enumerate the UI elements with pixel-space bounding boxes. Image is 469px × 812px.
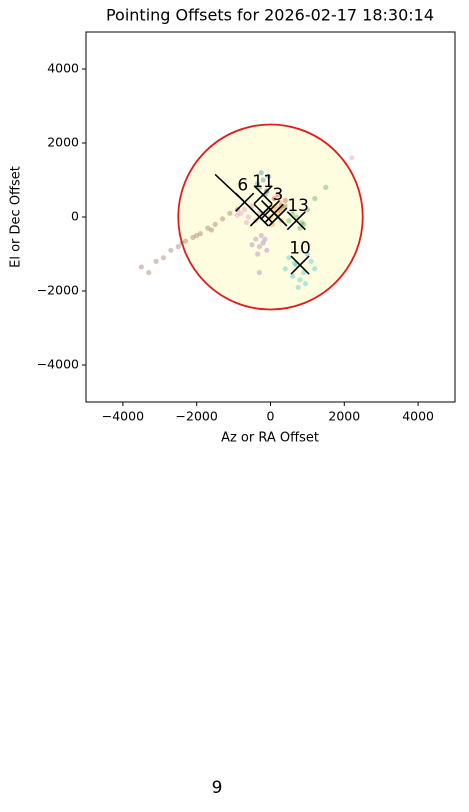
x-tick-label: −2000: [176, 409, 218, 424]
point: [256, 269, 263, 276]
point: [205, 225, 211, 231]
point: [179, 240, 185, 246]
x-tick-label: 4000: [402, 409, 434, 424]
cluster-label: 10: [289, 238, 311, 258]
point: [260, 240, 266, 246]
point: [175, 244, 181, 250]
y-tick-label: 4000: [47, 61, 79, 76]
point: [271, 195, 277, 202]
point: [254, 181, 261, 187]
point: [282, 197, 288, 203]
chart-title: Pointing Offsets for 2026-02-17 18:30:14: [106, 6, 434, 25]
point: [282, 203, 288, 209]
point: [349, 155, 355, 161]
point: [295, 284, 301, 290]
point: [323, 184, 329, 190]
point: [304, 251, 310, 257]
y-tick-label: 2000: [47, 135, 79, 150]
point: [138, 264, 144, 270]
point: [297, 277, 303, 283]
x-axis-label: Az or RA Offset: [221, 431, 319, 446]
point: [245, 214, 251, 220]
point: [290, 273, 296, 279]
point: [190, 234, 196, 240]
y-axis-label: El or Dec Offset: [9, 166, 24, 268]
point: [249, 242, 255, 248]
point: [302, 281, 309, 287]
point: [312, 266, 318, 272]
x-tick-label: −4000: [102, 409, 144, 424]
point: [160, 255, 167, 261]
point: [208, 227, 215, 233]
page-label: 9: [212, 778, 223, 798]
point: [253, 236, 259, 242]
point: [243, 219, 250, 226]
point: [266, 173, 272, 179]
point: [219, 216, 226, 222]
point: [308, 258, 314, 264]
point: [234, 212, 240, 218]
point: [304, 207, 310, 213]
cluster-label: 13: [287, 196, 309, 216]
cluster-label: 11: [252, 172, 274, 192]
point: [153, 258, 159, 264]
cluster-label: 3: [272, 185, 283, 205]
point: [275, 192, 281, 198]
point: [194, 232, 200, 239]
cluster-label: 6: [237, 176, 248, 196]
point: [227, 210, 233, 216]
center-marker: [268, 207, 288, 227]
x-tick-label: 0: [267, 409, 275, 424]
center-marker: [290, 255, 310, 275]
point: [183, 238, 189, 244]
center-marker: [253, 185, 273, 205]
point: [146, 269, 152, 276]
y-tick-label: −2000: [37, 283, 79, 298]
point: [242, 207, 248, 213]
point: [264, 247, 270, 253]
point: [312, 195, 318, 202]
x-tick-label: 2000: [328, 409, 360, 424]
point: [286, 218, 292, 224]
point: [262, 236, 268, 242]
y-tick-label: −4000: [37, 357, 79, 372]
point: [238, 210, 244, 216]
point: [212, 221, 218, 227]
point: [260, 177, 266, 183]
point: [256, 244, 263, 250]
point: [258, 170, 264, 176]
center-marker: [286, 211, 306, 231]
point: [197, 231, 203, 237]
point: [258, 232, 264, 239]
y-tick-label: 0: [71, 209, 79, 224]
point: [168, 247, 174, 253]
point: [254, 251, 261, 257]
point: [286, 255, 292, 261]
point: [282, 266, 288, 272]
